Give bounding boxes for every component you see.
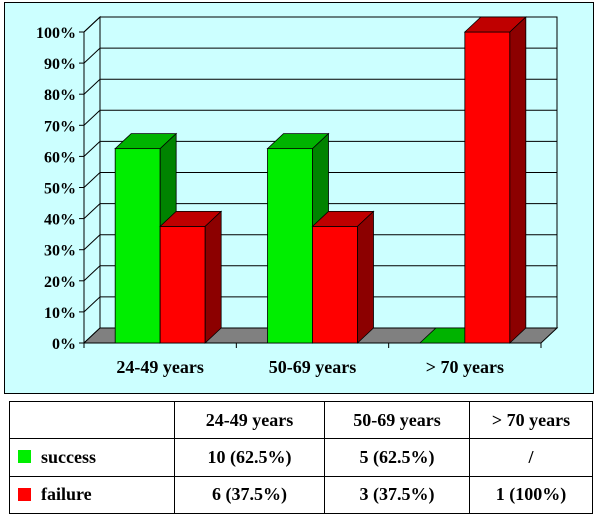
bar-failure — [159, 225, 206, 344]
bar-chart: 0% 10% 20% 30% 40% 50% 60% 70% 80% 90% 100% 24-49 y… — [36, 15, 559, 377]
table-header-cell: 24-49 years — [174, 400, 325, 440]
y-tick-label: 80% — [44, 87, 76, 104]
bar-success — [267, 148, 313, 344]
table-cell: 3 (37.5%) — [324, 475, 470, 515]
y-tick-label: 40% — [44, 212, 76, 229]
table-row-failure: failure 6 (37.5%) 3 (37.5%) 1 (100%) — [9, 475, 593, 515]
bar-failure — [312, 225, 358, 344]
gridline — [83, 265, 557, 282]
row-label: failure — [41, 484, 92, 505]
success-swatch — [18, 450, 31, 464]
gridline — [83, 203, 557, 219]
gridline — [83, 47, 557, 64]
x-tick-label: 24-49 years — [116, 357, 203, 377]
bar-side-failure — [509, 16, 527, 344]
y-tick-label: 100% — [36, 25, 76, 42]
gridline — [83, 172, 557, 188]
gridline — [83, 78, 557, 95]
y-tick-label: 0% — [52, 336, 76, 353]
data-table: 24-49 years 50-69 years > 70 years succe… — [9, 400, 593, 515]
y-tick-label: 60% — [44, 149, 76, 166]
table-cell: / — [469, 438, 593, 477]
table-cell: 10 (62.5%) — [174, 438, 325, 477]
y-tick-label: 90% — [44, 56, 76, 73]
table-header-cell — [9, 400, 175, 440]
table-row-success: success 10 (62.5%) 5 (62.5%) / — [9, 438, 593, 477]
table-cell: 6 (37.5%) — [174, 475, 325, 515]
bar-failure — [464, 31, 511, 344]
y-tick-label: 10% — [44, 305, 76, 322]
y-tick-label: 20% — [44, 274, 76, 291]
y-tick-label: 50% — [44, 181, 76, 198]
gridline — [83, 234, 557, 251]
row-label: success — [41, 446, 96, 467]
x-tick-label: > 70 years — [426, 357, 504, 377]
table-cell: 5 (62.5%) — [324, 438, 470, 477]
bar-side-failure — [357, 210, 374, 344]
gridline — [83, 140, 557, 157]
gridline — [83, 16, 557, 33]
bar-success — [114, 148, 161, 344]
table-cell: 1 (100%) — [469, 475, 593, 515]
y-tick-label: 70% — [44, 118, 76, 135]
table-header-cell: 50-69 years — [324, 400, 470, 440]
table-header-cell: > 70 years — [469, 400, 593, 440]
failure-swatch — [18, 487, 31, 501]
row-label-cell: success — [9, 438, 175, 477]
x-tick-label: 50-69 years — [269, 357, 356, 377]
table-header-row: 24-49 years 50-69 years > 70 years — [9, 400, 593, 440]
gridline — [83, 296, 557, 313]
gridline — [83, 109, 557, 126]
row-label-cell: failure — [9, 475, 175, 515]
y-tick-label: 30% — [44, 243, 76, 260]
bar-side-failure — [204, 210, 222, 344]
